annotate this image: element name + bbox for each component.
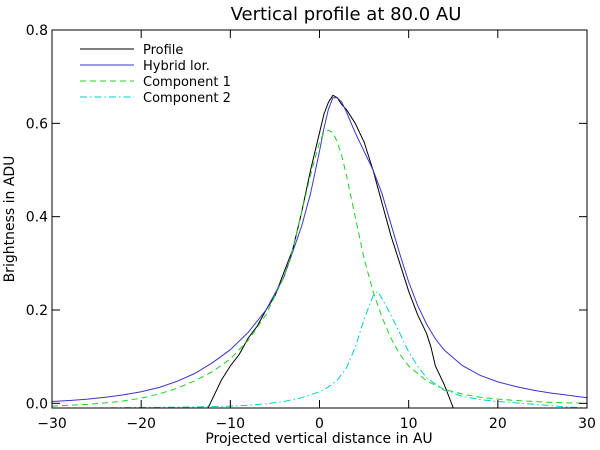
series-line-3	[51, 129, 588, 407]
series-layer	[51, 94, 588, 409]
legend-label-3: Component 1	[143, 75, 231, 90]
y-tick-label: 0.0	[26, 396, 48, 412]
series-line-2	[51, 97, 588, 402]
legend-label-4: Component 2	[143, 91, 231, 106]
x-tick-label: 10	[400, 416, 418, 432]
x-tick-label: −30	[37, 416, 67, 432]
ticks-layer: −30 −20 −10 0 10 20 30 0.0 0.2 0.4 0.6 0.8	[26, 23, 596, 432]
legend-label-2: Hybrid lor.	[143, 59, 210, 74]
x-tick-label: 20	[489, 416, 507, 432]
series-line-4	[52, 290, 588, 409]
x-tick-label: −20	[126, 416, 156, 432]
y-axis-label: Brightness in ADU	[2, 156, 18, 283]
plot-frame	[51, 29, 588, 409]
x-tick-label: 0	[315, 416, 324, 432]
series-line-1	[207, 94, 454, 409]
x-axis-label: Projected vertical distance in AU	[205, 431, 432, 447]
x-tick-label: 30	[578, 416, 596, 432]
y-tick-label: 0.8	[26, 23, 48, 39]
x-tick-label: −10	[216, 416, 246, 432]
chart-title: Vertical profile at 80.0 AU	[231, 4, 462, 25]
legend-label-1: Profile	[143, 43, 183, 58]
y-tick-label: 0.6	[26, 116, 48, 132]
y-tick-label: 0.4	[26, 210, 48, 226]
y-tick-label: 0.2	[26, 303, 48, 319]
